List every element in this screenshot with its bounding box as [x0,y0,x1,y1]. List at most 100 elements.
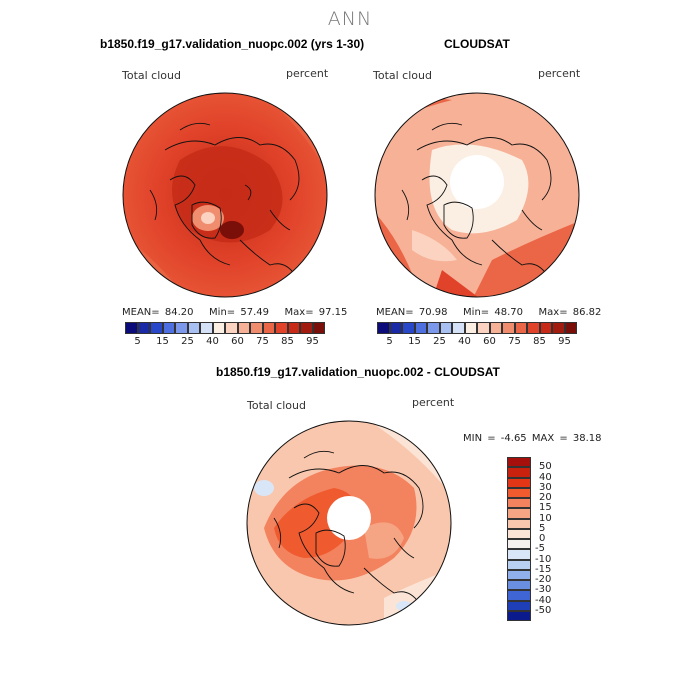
obs-colorbar-swatch [564,322,577,334]
model-colorbar-swatch [287,322,300,334]
obs-units-label: percent [538,67,581,80]
obs-colorbar-tick-label: 75 [508,336,521,347]
diff-colorbar-swatch [507,600,531,611]
diff-colorbar-tick-label: 20 [539,492,552,503]
obs-variable-label: Total cloud [373,69,432,82]
diff-colorbar-ticks: 50 40 30 20 15 10 5 0 -5 -10 -15 -20 -30 -40 -50 [535,457,577,621]
diff-panel-title: b1850.f19_g17.validation_nuopc.002 - CLO… [216,365,500,379]
model-units-label: percent [286,67,329,80]
model-stats: MEAN= 84.20 Min= 57.49 Max= 97.15 [122,307,348,318]
diff-colorbar-tick-label: -50 [535,604,552,616]
model-colorbar-tick-label: 40 [206,336,219,347]
diff-units-label: percent [412,396,455,409]
diff-colorbar-tick-label: -40 [535,594,552,606]
diff-colorbar-tick-label: 40 [539,471,552,483]
model-colorbar-tick-label: 25 [181,336,194,347]
diff-colorbar-swatch [507,498,531,509]
model-coastlines [149,122,300,276]
model-colorbar-tick-label: 15 [156,336,169,347]
obs-panel-title: CLOUDSAT [444,37,510,51]
diff-colorbar-swatch [507,590,531,601]
obs-stats: MEAN= 70.98 Min= 48.70 Max= 86.82 [376,307,602,318]
obs-polar-data-gap [450,155,504,209]
season-title: ANN [327,8,373,30]
obs-colorbar-swatch [414,322,427,334]
model-colorbar-ticks: 5 15 25 40 60 75 85 95 [125,336,325,348]
obs-colorbar-swatch [527,322,540,334]
obs-colorbar-swatch [539,322,552,334]
model-colorbar-swatch [237,322,250,334]
model-colorbar-swatch [175,322,188,334]
model-colorbar-swatch [125,322,138,334]
diff-colorbar-swatch [507,559,531,570]
diff-colorbar-tick-label: 10 [539,512,552,524]
diff-colorbar-swatch [507,508,531,519]
diff-colorbar-tick-label: -10 [535,553,552,565]
obs-colorbar-swatch [427,322,440,334]
model-panel-title: b1850.f19_g17.validation_nuopc.002 (yrs … [100,37,365,51]
obs-colorbar-tick-label: 40 [458,336,471,347]
diff-colorbar-swatch [507,569,531,580]
model-colorbar-tick-label: 85 [281,336,294,347]
model-colorbar-swatch [262,322,275,334]
diff-colorbar-tick-label: 5 [539,522,546,534]
diff-colorbar-swatch [507,487,531,498]
model-colorbar-swatch [275,322,288,334]
obs-colorbar-swatch [489,322,502,334]
model-colorbar-swatch [312,322,325,334]
obs-colorbar-tick-label: 85 [533,336,546,347]
obs-colorbar-tick-label: 25 [433,336,446,347]
diff-colorbar-tick-label: 30 [539,481,552,493]
diff-colorbar-swatch [507,457,531,468]
obs-colorbar-swatch [377,322,390,334]
obs-colorbar-tick-label: 15 [408,336,421,347]
model-colorbar-tick-label: 5 [134,336,141,347]
diff-colorbar-tick-label: -15 [535,563,552,575]
obs-colorbar-swatch [477,322,490,334]
diff-colorbar-tick-label: 15 [539,502,552,514]
model-colorbar-swatch [162,322,175,334]
obs-colorbar-swatch [464,322,477,334]
diff-colorbar-swatch [507,477,531,488]
model-colorbar-tick-label: 75 [256,336,269,347]
obs-colorbar-swatch [452,322,465,334]
model-colorbar-swatch [187,322,200,334]
obs-colorbar-tick-label: 5 [386,336,393,347]
diff-colorbar-tick-label: 50 [539,461,552,473]
diff-polar-data-gap [327,496,371,540]
model-colorbar-swatch [212,322,225,334]
diff-colorbar-tick-label: 0 [539,533,546,544]
diff-colorbar-tick-label: -5 [535,543,545,555]
diff-colorbar-tick-label: -20 [535,574,552,585]
obs-colorbar-swatch [402,322,415,334]
obs-colorbar-tick-label: 60 [483,336,496,347]
model-colorbar-swatch [150,322,163,334]
model-variable-label: Total cloud [122,69,181,82]
diff-colorbar-swatch [507,528,531,539]
obs-colorbar-swatch [502,322,515,334]
diff-colorbar-swatch [507,549,531,560]
obs-colorbar-swatch [439,322,452,334]
model-colorbar-swatch [300,322,313,334]
diff-colorbar [507,457,531,621]
model-colorbar-tick-label: 95 [306,336,319,347]
obs-coastlines [401,122,552,276]
model-colorbar-swatch [225,322,238,334]
diff-colorbar-swatch [507,610,531,621]
diff-colorbar-tick-label: -30 [535,584,552,596]
diff-coastlines [273,450,424,604]
model-colorbar-swatch [250,322,263,334]
model-colorbar [125,322,325,334]
obs-colorbar-swatch [552,322,565,334]
diff-variable-label: Total cloud [247,399,306,412]
model-colorbar-tick-label: 60 [231,336,244,347]
obs-colorbar-ticks: 5 15 25 40 60 75 85 95 [377,336,577,348]
model-colorbar-swatch [200,322,213,334]
obs-polar-map [374,92,580,298]
diff-polar-map [246,420,452,626]
diff-minmax: MIN = -4.65 MAX = 38.18 [463,433,602,444]
obs-colorbar [377,322,577,334]
diff-colorbar-swatch [507,467,531,478]
diff-colorbar-swatch [507,580,531,591]
model-polar-map [122,92,328,298]
